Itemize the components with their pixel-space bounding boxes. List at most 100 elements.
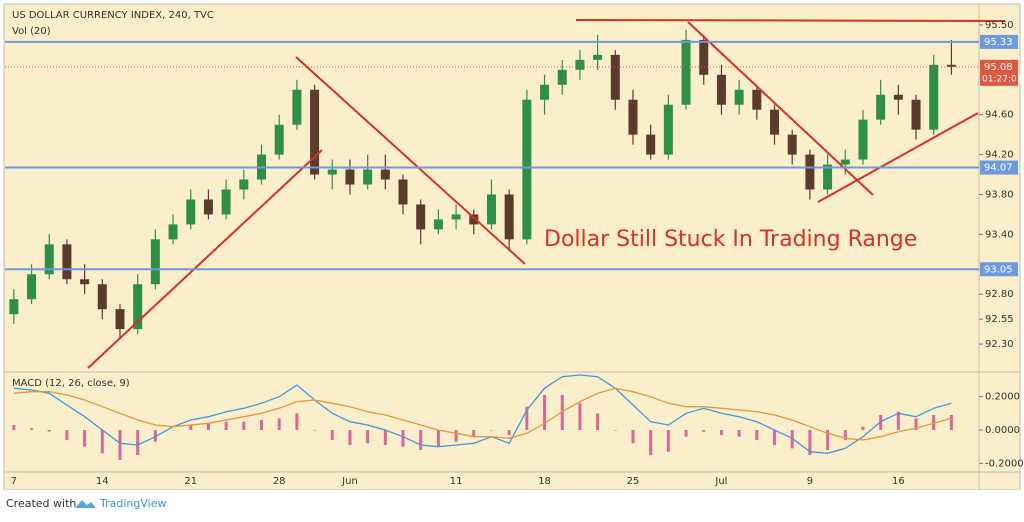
y-tick-label: 93.40 [985, 229, 1014, 240]
candle-body [327, 169, 337, 175]
candle-body [770, 109, 780, 135]
candle-body [681, 39, 691, 105]
histogram-bar [260, 420, 264, 430]
level-label: 94.07 [984, 163, 1013, 174]
histogram-bar [401, 430, 405, 447]
candle-body [663, 104, 673, 155]
candle-body [540, 84, 550, 100]
y-tick-label: 93.80 [985, 189, 1014, 200]
histogram-bar [47, 430, 51, 432]
histogram-bar [472, 430, 476, 437]
candle-body [575, 59, 585, 70]
y-tick-label: 94.20 [985, 150, 1014, 161]
candle-body [345, 169, 355, 185]
indicator-label: Vol (20) [12, 26, 51, 37]
histogram-bar [808, 430, 812, 455]
candle-body [203, 199, 213, 215]
x-tick-label: 9 [807, 476, 813, 487]
histogram-bar [543, 395, 547, 430]
histogram-bar [206, 423, 210, 430]
candle-body [610, 54, 620, 100]
level-label: 93.05 [984, 264, 1013, 275]
x-tick-label: Jul [714, 476, 727, 487]
histogram-bar [83, 430, 87, 447]
candle-body [522, 99, 532, 240]
x-tick-label: Jun [341, 476, 358, 487]
candle-body [274, 124, 284, 155]
candle-body [115, 309, 125, 330]
histogram-bar [507, 430, 511, 435]
countdown: 01:27:01 [982, 74, 1022, 84]
candle-body [911, 99, 921, 130]
x-tick-label: 7 [11, 476, 17, 487]
histogram-bar [896, 411, 900, 430]
y-tick-label: 92.55 [985, 314, 1014, 325]
candle-body [646, 134, 656, 155]
candle-body [62, 244, 72, 280]
candle-body [433, 219, 443, 230]
trendlines [87, 19, 1006, 369]
candle-body [221, 189, 231, 215]
histogram-bar [30, 428, 34, 430]
footer-brand[interactable]: TradingView [99, 497, 166, 510]
x-tick-label: 16 [892, 476, 905, 487]
level-tag [980, 34, 1018, 49]
candle-body [699, 39, 709, 75]
histogram-bar [649, 430, 653, 455]
candle-body [946, 64, 956, 67]
candle-body [310, 89, 320, 175]
x-tick-label: 25 [627, 476, 640, 487]
footer-text: Created with [6, 497, 76, 510]
candle-body [380, 169, 390, 180]
candle-body [893, 94, 903, 100]
chart-title: US DOLLAR CURRENCY INDEX, 240, TVC [12, 10, 214, 21]
histogram-bar [366, 430, 370, 444]
x-tick-label: 28 [273, 476, 286, 487]
histogram-bar [118, 430, 122, 460]
histogram-bar [171, 430, 175, 431]
level-label: 95.33 [984, 37, 1013, 48]
y-tick-label: 92.30 [985, 339, 1014, 350]
candle-body [805, 154, 815, 190]
histogram-bar [914, 418, 918, 430]
candle-body [416, 204, 426, 230]
histogram-bar [313, 430, 317, 431]
histogram-bar [755, 430, 759, 440]
y-tick-label: -0.2000 [985, 458, 1024, 469]
candle-body [734, 89, 744, 105]
trendline [575, 19, 1006, 22]
trendline [295, 56, 526, 265]
footer-bg [0, 490, 1024, 518]
histogram-bar [719, 430, 723, 435]
annotation: Dollar Still Stuck In Trading Range [544, 227, 917, 252]
candle-body [593, 54, 603, 60]
candle-body [292, 89, 302, 125]
y-tick-label: 94.60 [985, 110, 1014, 121]
candle-body [787, 134, 797, 155]
y-tick-label: 92.80 [985, 289, 1014, 300]
x-tick-label: 21 [184, 476, 197, 487]
candle-body [97, 284, 107, 310]
histogram-bar [578, 403, 582, 430]
histogram-bar [737, 430, 741, 437]
level-tag [980, 262, 1018, 277]
histogram-bar [242, 421, 246, 430]
candle-body [363, 169, 373, 185]
candle-body [504, 194, 514, 240]
histogram-bar [189, 425, 193, 430]
candle-body [44, 244, 54, 275]
candle-body [929, 64, 939, 130]
last-price-label: 95.08 [984, 62, 1013, 73]
histogram-bar [419, 430, 423, 450]
candle-body [150, 239, 160, 285]
candle-body [557, 69, 567, 85]
histogram-bar [136, 430, 140, 455]
candle-body [876, 94, 886, 120]
last-price-tag [980, 59, 1018, 86]
candle-body [133, 284, 143, 330]
level-tag [980, 160, 1018, 175]
trendline [817, 112, 979, 203]
histogram-bar [295, 413, 299, 430]
histogram-bar [348, 430, 352, 445]
histogram-bar [12, 425, 16, 430]
